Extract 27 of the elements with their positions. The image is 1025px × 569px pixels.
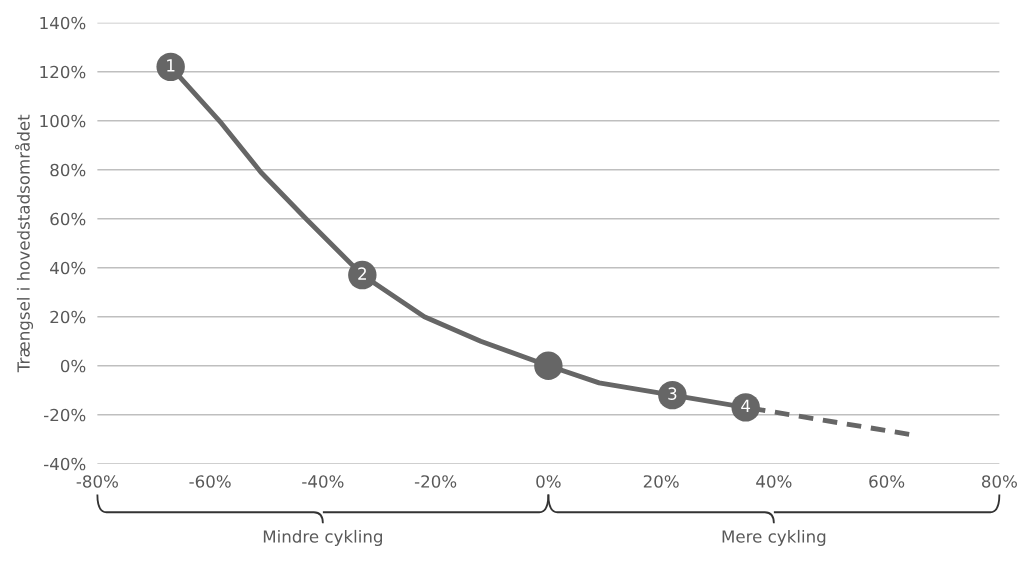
y-tick-label: 40% <box>50 261 86 275</box>
annotation: 4 <box>741 399 751 412</box>
x-tick-label: -80% <box>76 475 118 488</box>
x-tick-label: 40% <box>756 475 792 488</box>
text: Mindre cykling <box>263 529 382 547</box>
y-tick-label: -40% <box>44 457 86 471</box>
x-tick-label: -40% <box>302 475 344 488</box>
x-tick-label: -60% <box>189 475 231 488</box>
y-tick-label: 80% <box>50 163 86 177</box>
x-tick-label: 0% <box>536 475 561 488</box>
y-tick-label: 120% <box>40 65 86 79</box>
text: Mere cykling <box>722 529 826 547</box>
annotation: 2 <box>358 267 366 280</box>
y-tick-label: 20% <box>50 310 86 324</box>
y-tick-label: 100% <box>40 114 86 128</box>
annotation: 1 <box>167 59 175 72</box>
y-tick-label: 0% <box>60 359 86 373</box>
y-tick-label: 60% <box>50 212 86 226</box>
point <box>534 351 563 380</box>
annotation: 3 <box>668 387 677 400</box>
y-axis-title: Trængsel i hovedstadsområdet <box>14 114 34 373</box>
x-tick-label: -20% <box>414 475 457 488</box>
x-tick-label: 20% <box>643 475 679 488</box>
y-tick-label: -20% <box>44 408 86 422</box>
x-tick-label: 60% <box>869 475 905 488</box>
x-tick-label: 80% <box>981 475 1017 488</box>
y-tick-label: 140% <box>40 16 86 30</box>
